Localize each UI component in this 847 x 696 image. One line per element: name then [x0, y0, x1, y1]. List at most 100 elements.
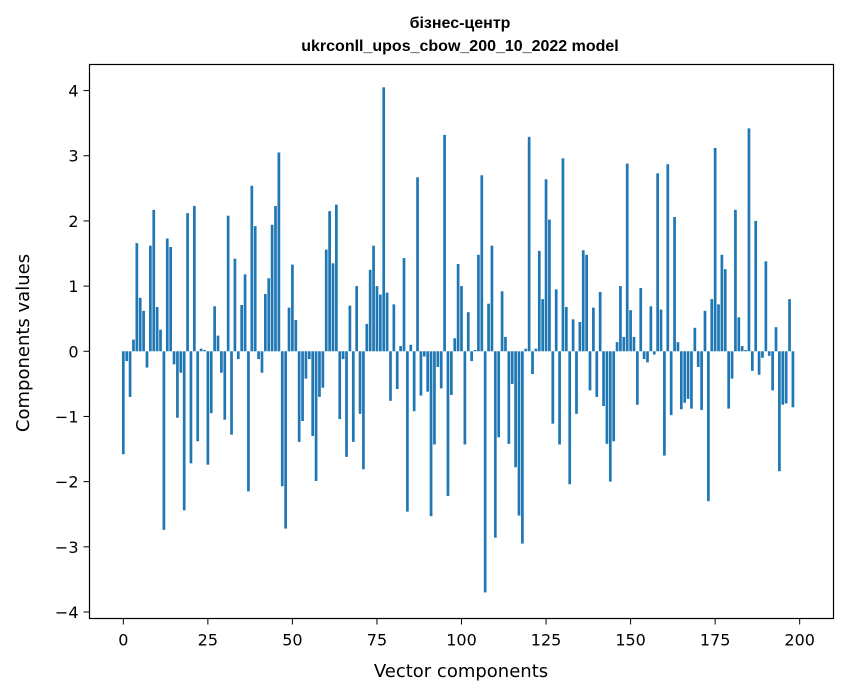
bar [764, 261, 768, 352]
bar [335, 204, 338, 352]
x-tick-label: 175 [700, 631, 731, 650]
bar [619, 286, 622, 352]
bar [767, 351, 771, 356]
bar [477, 254, 480, 352]
bar [700, 351, 703, 410]
bar [406, 351, 409, 512]
bar [713, 147, 717, 352]
bar [534, 348, 538, 352]
bar [314, 351, 318, 481]
bar [480, 175, 484, 352]
bar [186, 213, 189, 352]
bar [571, 319, 575, 352]
bar [666, 164, 670, 352]
bar [531, 351, 534, 375]
bar [311, 351, 315, 437]
x-tick-label: 100 [446, 631, 477, 650]
bar [710, 299, 714, 352]
chart-subtitle: ukrconll_upos_cbow_200_10_2022 model [301, 38, 618, 55]
bar [294, 319, 298, 352]
bar [253, 226, 257, 352]
bar [196, 351, 200, 442]
bar [514, 351, 517, 468]
bar [121, 351, 125, 455]
y-tick-label: 3 [68, 147, 78, 166]
bar [240, 305, 244, 352]
y-tick-label: −3 [55, 538, 79, 557]
bar [328, 211, 331, 352]
bar [568, 351, 572, 485]
bar [487, 303, 490, 352]
bar [510, 351, 514, 384]
y-tick-label: −4 [55, 603, 79, 622]
bar [483, 351, 487, 593]
bar [372, 245, 375, 352]
bar [206, 351, 210, 465]
bar [213, 306, 216, 352]
bar [460, 286, 463, 352]
bar [683, 351, 687, 403]
bar [463, 351, 467, 445]
bar [203, 349, 206, 352]
bar [527, 136, 531, 352]
bar [740, 346, 744, 352]
bar [321, 351, 325, 388]
bar [730, 351, 734, 379]
bar [548, 219, 551, 352]
bar [267, 278, 271, 352]
bar [331, 263, 335, 352]
bar [138, 297, 142, 352]
bar [385, 292, 389, 352]
bar [507, 351, 511, 444]
bar [537, 250, 541, 352]
bar [453, 338, 457, 352]
bar [382, 87, 386, 352]
bar [750, 351, 754, 371]
bar [737, 317, 741, 352]
bar [595, 351, 599, 397]
bar [517, 351, 521, 516]
bar [152, 209, 156, 352]
bar [490, 245, 494, 352]
bar [230, 351, 233, 435]
bar [564, 306, 568, 352]
chart-title: бізнес-центр [410, 15, 511, 32]
bar [389, 351, 392, 401]
bar [257, 351, 260, 360]
bar [247, 351, 250, 492]
bar [493, 351, 497, 538]
bar [345, 351, 348, 457]
bar [608, 351, 612, 482]
bar [419, 351, 423, 396]
bar [192, 205, 196, 352]
bar [615, 342, 619, 352]
bar [260, 351, 264, 373]
bar [368, 269, 372, 352]
bar [365, 323, 369, 352]
bar [703, 310, 707, 352]
bar [696, 351, 700, 367]
bar [264, 293, 267, 352]
bar [142, 310, 145, 352]
bar [128, 351, 132, 397]
bar [402, 258, 406, 352]
bar [673, 217, 676, 352]
x-tick-label: 25 [198, 631, 218, 650]
bar [378, 294, 382, 352]
bar [466, 312, 470, 352]
bar [578, 321, 582, 352]
bar [169, 246, 173, 352]
bar [429, 351, 433, 517]
bar [554, 289, 558, 352]
bar [781, 351, 785, 405]
x-tick-label: 150 [615, 631, 646, 650]
bar [788, 299, 791, 352]
x-axis-label: Vector components [374, 661, 548, 682]
x-axis-ticks: 0 25 50 75 100 125 150 175 200 [118, 618, 815, 650]
bar [720, 254, 724, 352]
bar [433, 351, 436, 445]
bar [521, 351, 524, 544]
bar [324, 249, 328, 352]
bar [470, 351, 473, 362]
bar [778, 351, 781, 472]
